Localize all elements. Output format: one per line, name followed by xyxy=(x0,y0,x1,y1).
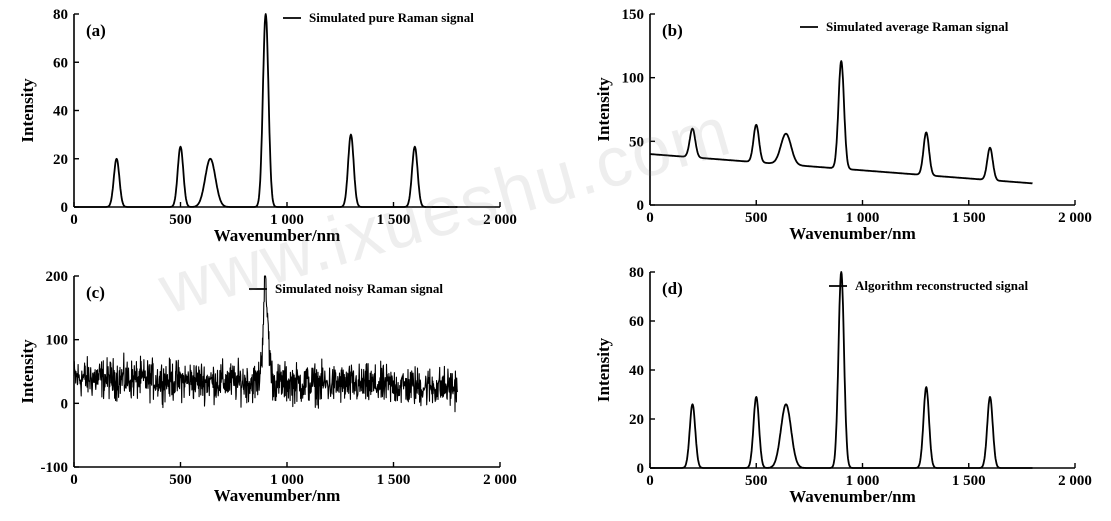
x-tick-label: 2 000 xyxy=(1058,210,1092,226)
panel-label: (c) xyxy=(86,283,105,302)
x-tick-label: 2 000 xyxy=(483,212,517,228)
y-tick-label: 0 xyxy=(61,200,69,216)
x-tick-label: 1 500 xyxy=(952,210,986,226)
y-tick-label: 80 xyxy=(53,7,68,23)
legend-entry: Simulated pure Raman signal xyxy=(309,10,474,25)
y-tick-label: 40 xyxy=(53,104,68,120)
y-tick-label: 40 xyxy=(629,363,644,379)
x-tick-label: 1 500 xyxy=(377,472,411,488)
x-tick-label: 1 000 xyxy=(846,210,880,226)
x-tick-label: 2 000 xyxy=(1058,473,1092,489)
chart-panel-c: 0 500 1 000 1 500 2 000-1000100200Wavenumber… xyxy=(18,269,517,505)
x-tick-label: 2 000 xyxy=(483,472,517,488)
y-tick-label: 100 xyxy=(622,71,645,87)
x-axis-label: Wavenumber/nm xyxy=(214,226,341,245)
x-tick-label: 1 500 xyxy=(952,473,986,489)
series-line xyxy=(649,271,1033,469)
y-tick-label: 60 xyxy=(53,55,68,71)
y-tick-label: 80 xyxy=(629,265,644,281)
chart-panel-a: 0 500 1 000 1 500 2 000 0 20 40 60 80 Wavenumber/n… xyxy=(18,7,517,245)
x-tick-label: 1 000 xyxy=(270,472,304,488)
x-tick-label: 1 000 xyxy=(270,212,304,228)
x-tick-label: 1 000 xyxy=(846,473,880,489)
y-tick-label: 0 xyxy=(637,198,645,214)
x-tick-label: 0 xyxy=(646,210,654,226)
x-tick-label: 0 xyxy=(70,472,78,488)
panel-label: (d) xyxy=(662,279,683,298)
y-tick-label: 100 xyxy=(46,333,69,349)
panel-label: (a) xyxy=(86,21,106,40)
x-tick-label: 1 500 xyxy=(377,212,411,228)
y-tick-label: 60 xyxy=(629,314,644,330)
legend-entry: Simulated noisy Raman signal xyxy=(275,281,443,296)
x-tick-label: 500 xyxy=(169,212,192,228)
x-tick-label: 500 xyxy=(169,472,192,488)
y-tick-label: 0 xyxy=(637,461,645,477)
y-tick-label: 50 xyxy=(629,134,644,150)
y-axis-label: Intensity xyxy=(594,77,613,142)
panel-label: (b) xyxy=(662,21,683,40)
y-axis-label: Intensity xyxy=(18,339,37,404)
legend-entry: Simulated average Raman signal xyxy=(826,19,1009,34)
y-tick-label: 200 xyxy=(46,269,69,285)
series-line xyxy=(649,60,1033,185)
series-line xyxy=(73,275,458,413)
y-tick-label: 150 xyxy=(622,7,645,23)
y-axis-label: Intensity xyxy=(594,337,613,402)
series-line xyxy=(73,13,458,208)
x-tick-label: 500 xyxy=(745,473,768,489)
y-tick-label: 20 xyxy=(629,412,644,428)
y-tick-label: -100 xyxy=(41,460,69,476)
x-tick-label: 500 xyxy=(745,210,768,226)
y-axis-label: Intensity xyxy=(18,78,37,143)
x-axis-label: Wavenumber/nm xyxy=(789,224,916,243)
legend-entry: Algorithm reconstructed signal xyxy=(855,278,1028,293)
x-tick-label: 0 xyxy=(646,473,654,489)
x-axis-label: Wavenumber/nm xyxy=(789,487,916,506)
chart-panel-d: 0 500 1 000 1 500 2 000 0 20 40 60 80 Wavenumber/n… xyxy=(594,265,1092,506)
y-tick-label: 0 xyxy=(61,396,69,412)
x-tick-label: 0 xyxy=(70,212,78,228)
x-axis-label: Wavenumber/nm xyxy=(214,486,341,505)
y-tick-label: 20 xyxy=(53,152,68,168)
chart-panel-b: 0 500 1 000 1 500 2 000 0 50 100 150 Wavenumber/n… xyxy=(594,7,1092,243)
